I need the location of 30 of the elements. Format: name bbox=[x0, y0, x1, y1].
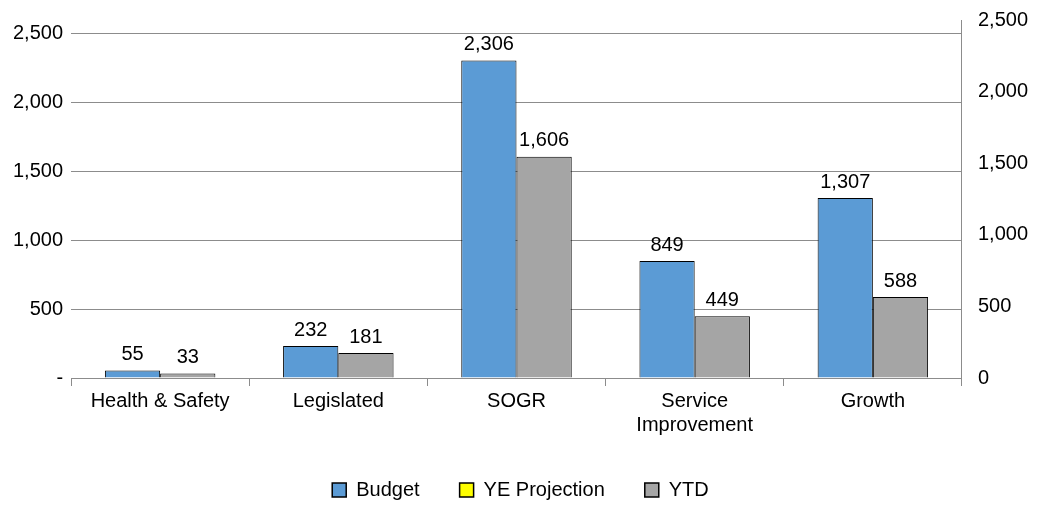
y-tick-label: 1,500 bbox=[12, 158, 64, 181]
y-tick-label: 2,500 bbox=[12, 21, 64, 44]
y2-tick-label: 500 bbox=[977, 293, 1012, 316]
y2-tick-label: 0 bbox=[977, 365, 990, 388]
data-label: 55 bbox=[121, 341, 144, 364]
x-tick-label: Health & Safety bbox=[90, 388, 230, 411]
y2-tick-label: 2,500 bbox=[977, 7, 1029, 30]
y2-tick-label: 1,000 bbox=[977, 222, 1029, 245]
y2-tick-label: 1,500 bbox=[977, 150, 1029, 173]
legend-label: YTD bbox=[668, 477, 709, 500]
data-label: 181 bbox=[349, 324, 383, 347]
x-tick-label: Growth bbox=[840, 388, 906, 411]
data-label: 449 bbox=[705, 287, 739, 310]
x-tick-label: Service Improvement bbox=[636, 388, 754, 435]
y-tick-label: 2,000 bbox=[12, 90, 64, 113]
data-label: 849 bbox=[650, 232, 684, 255]
y-tick-label: 1,000 bbox=[12, 227, 64, 250]
data-label: 2,306 bbox=[463, 32, 514, 54]
data-label: 232 bbox=[294, 317, 328, 340]
x-tick-label: SOGR bbox=[487, 388, 546, 411]
data-label: 588 bbox=[883, 268, 918, 291]
y-tick-label: 500 bbox=[29, 296, 64, 319]
x-tick-label: Legislated bbox=[292, 388, 384, 411]
y2-tick-label: 2,000 bbox=[977, 79, 1029, 102]
legend-label: Budget bbox=[356, 477, 421, 500]
y-tick-label: - bbox=[56, 365, 64, 388]
legend-label: YE Projection bbox=[483, 477, 605, 500]
data-label: 1,606 bbox=[519, 128, 570, 151]
data-label: 33 bbox=[176, 344, 199, 367]
data-label: 1,307 bbox=[820, 169, 871, 192]
